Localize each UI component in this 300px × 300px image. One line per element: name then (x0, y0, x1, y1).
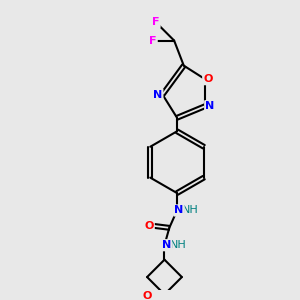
Text: O: O (144, 221, 154, 231)
Text: NH: NH (182, 206, 199, 215)
Text: N: N (162, 240, 171, 250)
Text: NH: NH (169, 240, 186, 250)
Text: O: O (142, 291, 152, 300)
Text: N: N (174, 206, 184, 215)
Text: F: F (152, 17, 160, 27)
Text: N: N (153, 90, 162, 100)
Text: F: F (149, 35, 157, 46)
Text: N: N (205, 101, 214, 111)
Text: O: O (203, 74, 213, 84)
